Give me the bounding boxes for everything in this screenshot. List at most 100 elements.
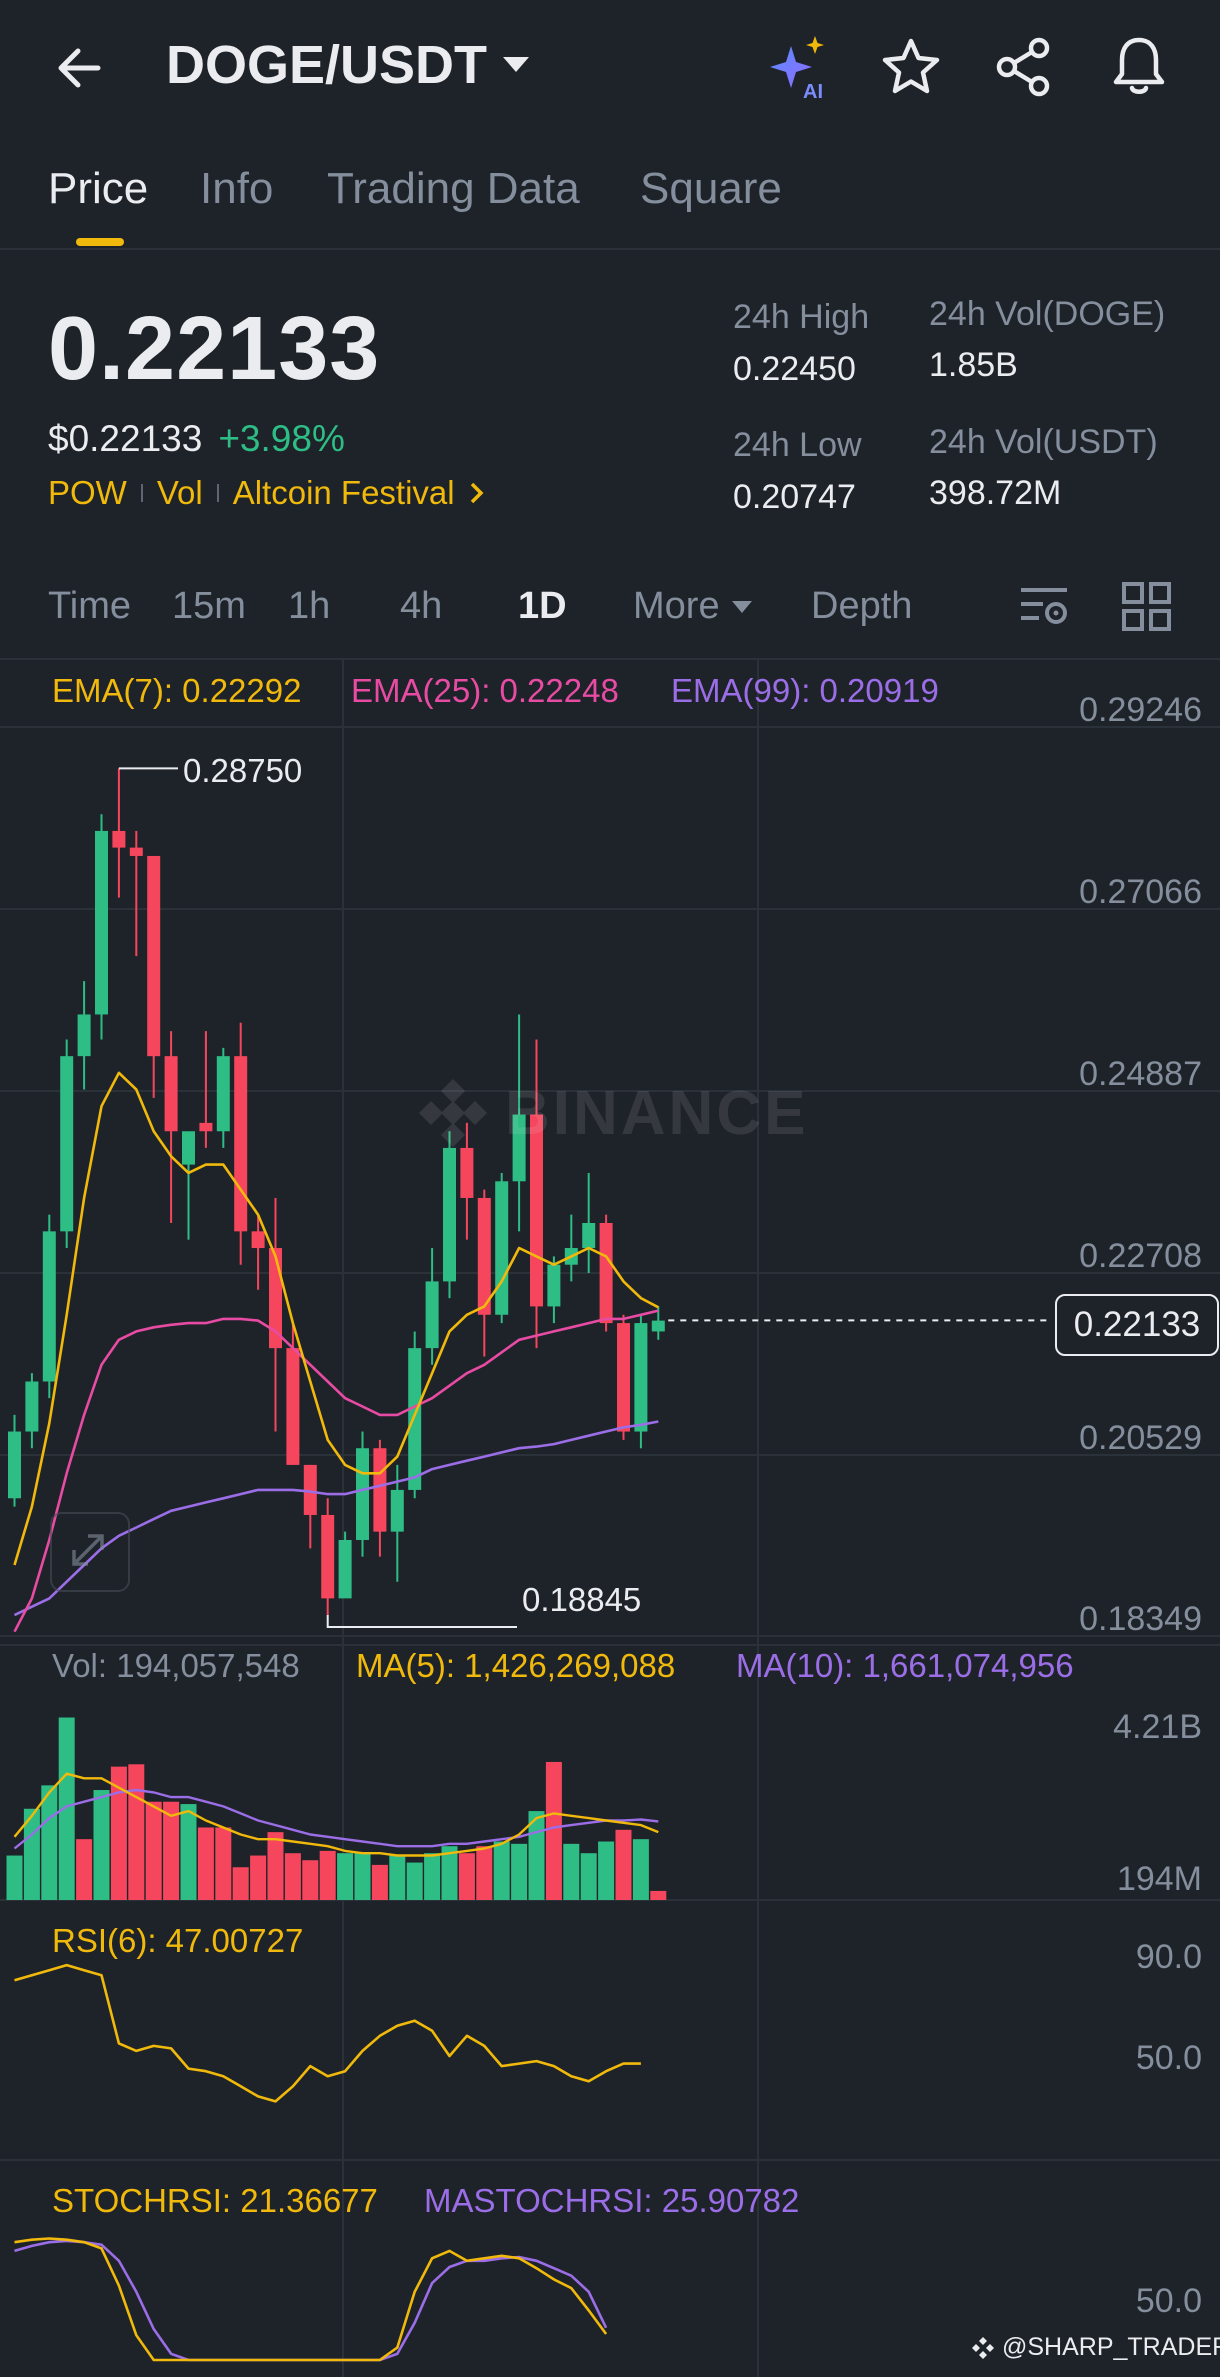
- stochrsi-axis-label: 50.0: [1135, 2282, 1202, 2320]
- volume-bar: [145, 1801, 162, 1900]
- timeframe-time[interactable]: Time: [48, 585, 132, 627]
- ema25-label: EMA(25): 0.22248: [351, 672, 619, 709]
- credit-text: @SHARP_TRADER: [1002, 2333, 1220, 2361]
- ai-badge-text: AI: [803, 81, 823, 102]
- candle-body: [582, 1223, 596, 1249]
- timeframe-1h[interactable]: 1h: [288, 585, 331, 627]
- tab-price[interactable]: Price: [48, 164, 149, 213]
- candle-body: [651, 1320, 665, 1332]
- ema25-line: [13, 1309, 659, 1633]
- timeframe-15m[interactable]: 15m: [172, 585, 246, 627]
- timeframe-4h[interactable]: 4h: [400, 585, 443, 627]
- alert-button[interactable]: [1108, 34, 1170, 98]
- volume-bar: [406, 1862, 423, 1900]
- volume-bar: [476, 1846, 493, 1900]
- candlestick-chart[interactable]: [0, 660, 1220, 2377]
- candle-body: [443, 1147, 456, 1282]
- timeframe-1d[interactable]: 1D: [518, 585, 567, 627]
- candle-body: [60, 1056, 74, 1232]
- star-icon: [882, 38, 940, 94]
- candle-body: [373, 1448, 387, 1532]
- stat-low-label: 24h Low: [733, 426, 862, 464]
- volume-bar: [284, 1853, 301, 1900]
- volume-bar: [197, 1827, 214, 1900]
- volume-bar: [93, 1790, 110, 1900]
- tab-info[interactable]: Info: [200, 164, 274, 213]
- volume-label: Vol: 194,057,548: [52, 1647, 300, 1684]
- timeframe-more-label: More: [633, 585, 720, 627]
- share-button[interactable]: [993, 36, 1055, 98]
- tab-trading-data[interactable]: Trading Data: [327, 164, 580, 213]
- timeframe-divider: [0, 658, 1220, 660]
- volume-ma5-label: MA(5): 1,426,269,088: [356, 1647, 676, 1684]
- stat-vol-quote-value: 398.72M: [929, 474, 1062, 512]
- volume-bar: [545, 1761, 562, 1900]
- rsi-label: RSI(6): 47.00727: [52, 1922, 304, 1959]
- timeframe-depth[interactable]: Depth: [811, 585, 913, 627]
- rsi-line: [14, 1963, 641, 2103]
- candle-body: [112, 830, 126, 848]
- candle-body: [547, 1264, 561, 1307]
- tag-altcoin-festival[interactable]: Altcoin Festival: [232, 474, 455, 511]
- chart-settings-button[interactable]: [1017, 580, 1071, 634]
- candle-body: [42, 1231, 56, 1382]
- timeframe-more[interactable]: More: [633, 585, 754, 628]
- tag-vol[interactable]: Vol: [156, 474, 203, 511]
- ai-button[interactable]: AI: [765, 32, 835, 103]
- volume-bar: [511, 1843, 528, 1900]
- share-icon: [996, 37, 1050, 97]
- caret-down-icon: [731, 600, 752, 613]
- stat-low-value: 0.20747: [733, 478, 856, 516]
- candle-body: [234, 1056, 248, 1232]
- stochrsi-label: STOCHRSI: 21.36677: [52, 2182, 378, 2219]
- price-axis-label: 0.29246: [1079, 691, 1202, 729]
- candle-body: [617, 1323, 630, 1432]
- tab-square[interactable]: Square: [640, 164, 782, 213]
- candle-body: [182, 1131, 195, 1165]
- expand-button[interactable]: [50, 1512, 130, 1592]
- volume-bar: [250, 1855, 267, 1900]
- stat-high-value: 0.22450: [733, 350, 856, 388]
- volume-bar: [493, 1841, 510, 1900]
- volume-bar: [180, 1804, 197, 1900]
- credit-watermark: @SHARP_TRADER: [970, 2333, 1220, 2362]
- rsi-axis-label: 90.0: [1135, 1938, 1202, 1976]
- chevron-right-icon[interactable]: [469, 481, 485, 505]
- price-axis-label: 0.27066: [1079, 873, 1202, 911]
- back-arrow-icon: [58, 48, 101, 88]
- candle-body: [8, 1431, 21, 1499]
- volume-bar: [563, 1843, 580, 1900]
- volume-bar: [128, 1764, 145, 1900]
- candle-body: [408, 1348, 422, 1490]
- candle-body: [251, 1231, 265, 1249]
- last-price-tag: 0.22133: [1055, 1294, 1219, 1356]
- volume-bar: [354, 1853, 371, 1900]
- back-button[interactable]: [50, 38, 114, 98]
- candle-body: [338, 1539, 352, 1599]
- favorite-button[interactable]: [880, 36, 942, 98]
- tab-price-indicator: [76, 238, 124, 246]
- stat-vol-quote-label: 24h Vol(USDT): [929, 423, 1158, 461]
- tag-pow[interactable]: POW: [48, 474, 127, 511]
- last-price: 0.22133: [48, 299, 381, 399]
- tag-row: POW Vol Altcoin Festival: [48, 474, 485, 512]
- last-price-tag-value: 0.22133: [1073, 1305, 1201, 1344]
- low-annotation: 0.18845: [522, 1581, 642, 1618]
- candle-body: [147, 855, 161, 1057]
- layout-button[interactable]: [1120, 580, 1174, 634]
- pair-selector[interactable]: DOGE/USDT: [166, 30, 531, 100]
- binance-small-icon: [972, 2336, 994, 2359]
- price-axis-label: 0.22708: [1079, 1237, 1202, 1275]
- pair-title: DOGE/USDT: [166, 35, 488, 95]
- price-axis-label: 0.20529: [1079, 1419, 1202, 1457]
- volume-bar: [232, 1867, 249, 1900]
- price-axis-label: 0.18349: [1079, 1600, 1202, 1638]
- usd-price-row: $0.22133 +3.98%: [48, 418, 345, 460]
- volume-bar: [110, 1766, 127, 1900]
- volume-bar: [580, 1853, 597, 1900]
- high-annotation: 0.28750: [183, 752, 303, 789]
- ema7-label: EMA(7): 0.22292: [52, 672, 302, 709]
- volume-bar: [41, 1785, 58, 1900]
- candle-body: [286, 1348, 300, 1465]
- volume-bar: [371, 1864, 388, 1900]
